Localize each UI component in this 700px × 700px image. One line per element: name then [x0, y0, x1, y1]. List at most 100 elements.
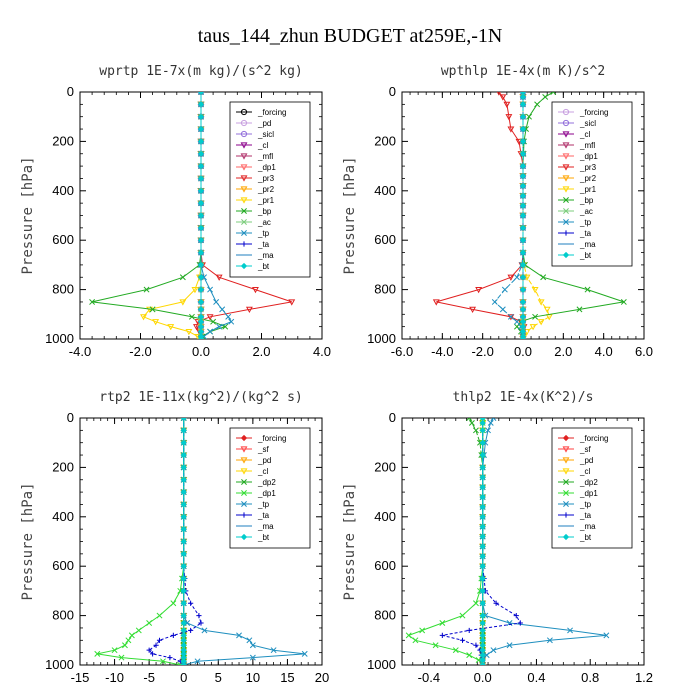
- legend-marker: [562, 142, 570, 149]
- data-point: [479, 427, 486, 434]
- x-tick-label: 15: [280, 670, 294, 685]
- data-point: [479, 418, 486, 421]
- data-point-interp: [519, 192, 527, 199]
- legend-label: _sicl: [579, 119, 596, 128]
- data-point: [479, 661, 486, 665]
- legend-marker: [240, 164, 248, 171]
- legend-label: _ta: [257, 240, 270, 249]
- data-point: [479, 419, 486, 427]
- legend: _forcing _sf _pd _cl _dp2 _dp1 _tp _ta _ma _bt: [551, 427, 633, 549]
- data-point: [519, 274, 527, 281]
- legend-entry: _dp1: [236, 163, 276, 172]
- data-point: [197, 138, 205, 145]
- data-point: [197, 162, 205, 170]
- legend-entry: _dp1: [236, 489, 276, 498]
- legend-label: _sf: [579, 445, 591, 454]
- data-point: [576, 306, 583, 313]
- legend-label: _ta: [579, 229, 592, 238]
- data-point-interp: [479, 474, 486, 481]
- legend-label: _pr1: [579, 185, 597, 194]
- data-point-interp: [197, 150, 205, 157]
- legend-label: _ma: [257, 522, 274, 531]
- legend-label: _pr3: [257, 174, 275, 183]
- legend-label: _pd: [257, 456, 271, 465]
- data-point: [197, 237, 205, 244]
- data-point: [468, 419, 475, 426]
- data-point-interp: [180, 575, 187, 582]
- legend-entry: _dp1: [558, 489, 598, 498]
- data-point: [245, 306, 253, 313]
- data-point: [167, 324, 175, 331]
- panel-2: wpthlp 1E-4x(m K)/s^2 Pressure [hPa] 0 200 4…: [342, 64, 653, 359]
- data-point: [534, 101, 541, 108]
- data-point: [519, 249, 527, 256]
- data-point: [188, 627, 194, 634]
- data-point: [180, 464, 187, 471]
- data-point: [197, 113, 205, 120]
- data-point: [197, 335, 205, 339]
- legend-label: _ma: [579, 522, 596, 531]
- legend-entry: _forcing: [236, 434, 286, 443]
- plot-area: [94, 418, 308, 665]
- legend-entry: _ma: [558, 240, 596, 249]
- legend-entry: _bp: [558, 196, 594, 205]
- legend-label: _forcing: [257, 108, 286, 117]
- data-point: [506, 642, 513, 649]
- legend-label: _bp: [579, 196, 594, 205]
- data-point: [236, 632, 242, 639]
- data-point: [519, 125, 527, 133]
- data-point: [194, 658, 201, 665]
- data-point-interp: [180, 476, 187, 483]
- data-point: [459, 612, 466, 619]
- x-tick-label: -6.0: [391, 344, 413, 359]
- data-point: [301, 650, 308, 657]
- legend-marker: [241, 490, 247, 496]
- data-point: [529, 324, 537, 331]
- data-point: [180, 619, 187, 627]
- legend-marker: [562, 153, 570, 160]
- data-point: [499, 94, 507, 101]
- data-point: [197, 261, 205, 269]
- data-point: [201, 627, 208, 634]
- legend-entry: _pr3: [558, 163, 597, 172]
- legend-label: _sicl: [257, 130, 274, 139]
- data-point: [479, 439, 486, 446]
- data-point: [179, 299, 187, 306]
- x-tick-label: -10: [105, 670, 124, 685]
- data-point: [188, 313, 195, 320]
- legend-label: _tp: [579, 500, 592, 509]
- data-point: [160, 658, 166, 665]
- data-point: [180, 513, 187, 520]
- y-tick-label: 200: [374, 133, 396, 148]
- legend-marker: [240, 434, 248, 442]
- y-tick-label: 600: [374, 558, 396, 573]
- y-tick-label: 400: [52, 509, 74, 524]
- legend-entry: _pr2: [236, 185, 275, 194]
- data-point-interp: [197, 199, 205, 207]
- panels: wprtp 1E-7x(m kg)/(s^2 kg) Pressure [hPa]…: [20, 64, 653, 685]
- data-point: [196, 613, 202, 619]
- series-bt: [519, 92, 527, 339]
- legend-label: _cl: [579, 467, 590, 476]
- y-tick-label: 600: [52, 558, 74, 573]
- legend-label: _dp2: [257, 478, 276, 487]
- legend-marker: [240, 446, 248, 453]
- legend-marker: [241, 230, 247, 236]
- data-point: [180, 661, 187, 665]
- data-point-interp: [180, 451, 187, 459]
- data-point: [125, 637, 132, 644]
- data-point: [140, 314, 147, 321]
- x-tick-label: 0.0: [474, 670, 492, 685]
- data-point: [180, 587, 187, 595]
- legend-marker: [563, 197, 569, 203]
- data-point: [513, 274, 520, 281]
- legend-entry: _pr1: [558, 185, 597, 194]
- data-point: [603, 632, 610, 639]
- panel-3: rtp2 1E-11x(kg^2)/(kg^2 s) Pressure [hPa]…: [20, 390, 329, 685]
- data-point: [519, 138, 527, 145]
- legend-marker: [240, 533, 248, 541]
- legend-entry: _mfl: [236, 152, 273, 161]
- y-tick-label: 800: [374, 608, 396, 623]
- data-point: [519, 113, 527, 120]
- data-point: [479, 619, 486, 627]
